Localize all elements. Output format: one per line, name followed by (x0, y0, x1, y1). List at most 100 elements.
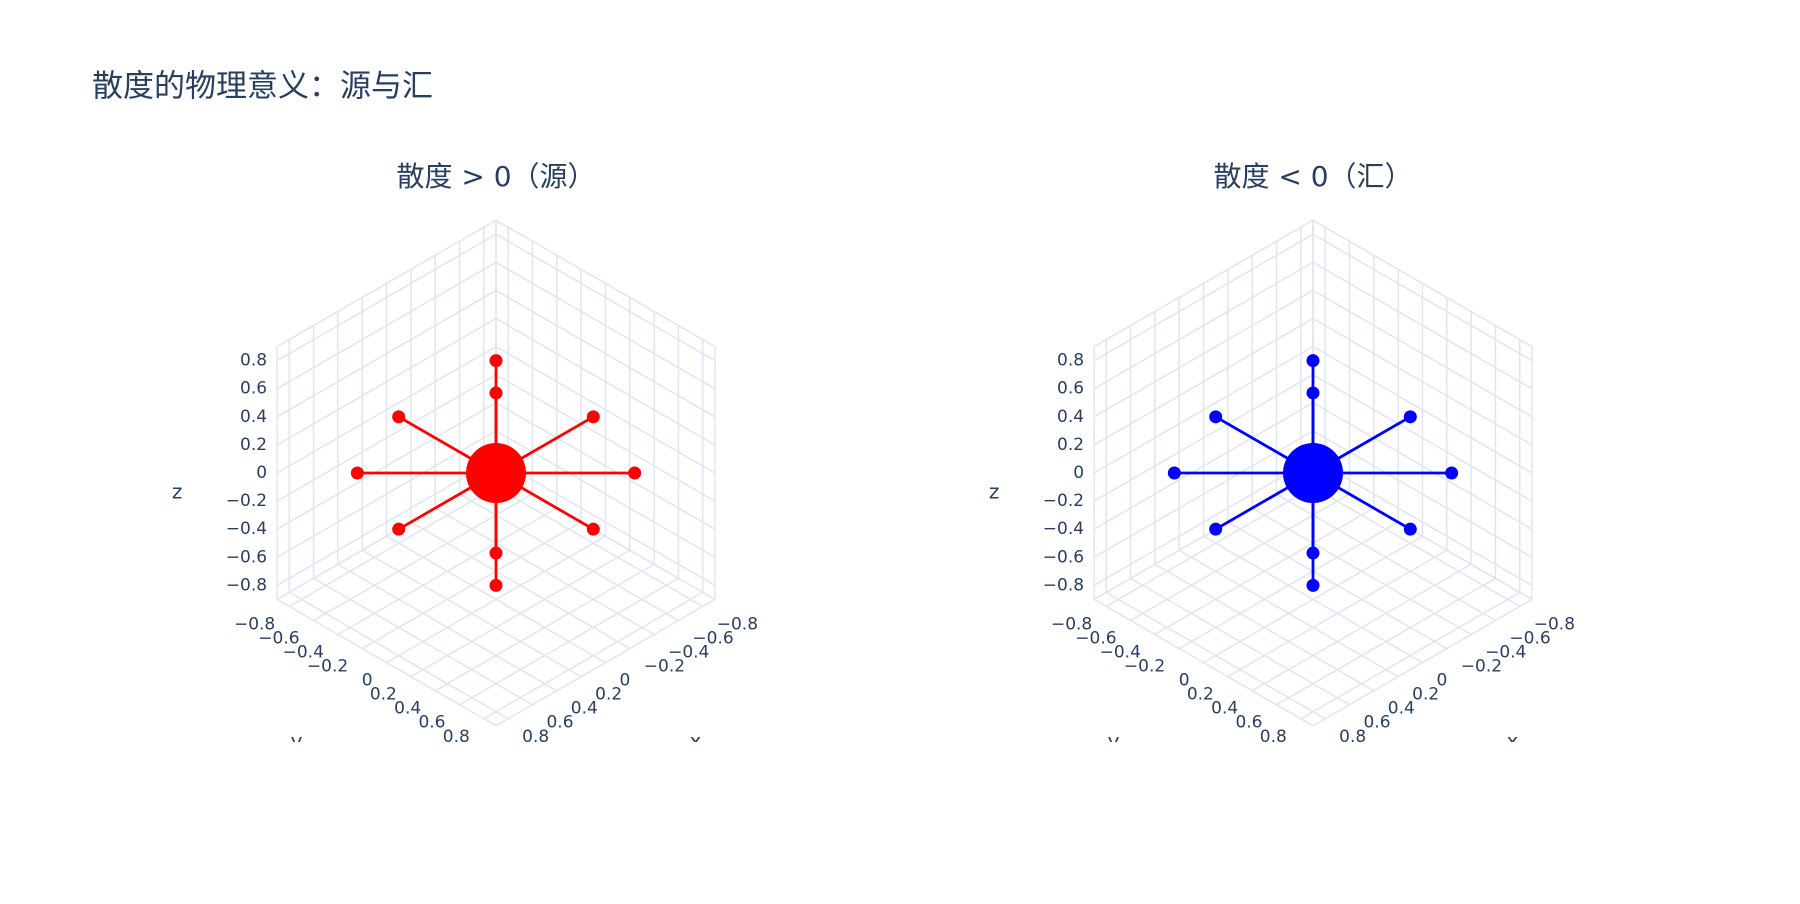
x-tick-label: −0.8 (1534, 614, 1575, 634)
grid-line (337, 507, 558, 636)
vector-end (1209, 410, 1223, 424)
z-tick-label: −0.6 (226, 547, 267, 567)
grid-line (1312, 317, 1533, 446)
x-tick-label: 0.8 (1339, 727, 1366, 747)
scene: −0.8−0.6−0.4−0.200.20.40.60.8−0.8−0.6−0.… (172, 219, 758, 753)
z-tick-label: 0.6 (240, 379, 267, 399)
grid-line (1312, 219, 1533, 348)
x-tick-label: 0.6 (1363, 713, 1390, 733)
z-tick-label: 0.8 (1057, 351, 1084, 371)
grid-line (1093, 261, 1314, 390)
grid-line (1312, 345, 1533, 474)
vector-end (392, 522, 406, 536)
vector-end (489, 578, 503, 592)
y-tick-label: 0 (362, 671, 373, 691)
x-tick-label: 0 (1436, 671, 1447, 691)
grid-line (276, 233, 497, 362)
x-tick-label: 0 (619, 671, 630, 691)
grid-line (1312, 402, 1533, 530)
page-title: 散度的物理意义：源与汇 (92, 69, 433, 105)
x-tick-label: −0.8 (717, 614, 758, 634)
z-tick-label: 0.8 (240, 351, 267, 371)
grid-line (495, 261, 716, 390)
vector-end (1209, 522, 1223, 536)
x-tick-label: 0.2 (595, 685, 622, 705)
vector-end (1403, 522, 1417, 536)
grid-line (276, 345, 497, 474)
grid-line (1093, 345, 1314, 474)
y-tick-label: 0.2 (370, 685, 397, 705)
y-tick-label: −0.2 (307, 657, 348, 677)
grid-line (1093, 598, 1314, 727)
z-axis-title: z (172, 480, 183, 504)
grid-line (495, 289, 716, 418)
y-tick-label: −0.8 (234, 614, 275, 634)
vector-end (489, 546, 503, 560)
vector-end (1403, 410, 1417, 424)
grid-line (495, 598, 716, 727)
grid-line (276, 219, 497, 348)
subplot-title: 散度 > 0（源） (396, 160, 595, 193)
grid-line (1312, 289, 1533, 418)
grid-line (1251, 563, 1472, 692)
subplot-title: 散度 < 0（汇） (1213, 160, 1412, 193)
grid-line (1105, 479, 1326, 608)
y-tick-label: −0.2 (1124, 657, 1165, 677)
scene: −0.8−0.6−0.4−0.200.20.40.60.8−0.8−0.6−0.… (989, 219, 1575, 747)
z-tick-label: −0.2 (1043, 491, 1084, 511)
grid-line (1093, 233, 1314, 362)
vector-end (489, 386, 503, 400)
vector-end (1306, 546, 1320, 560)
origin-point (1283, 443, 1343, 503)
grid-line (495, 458, 716, 586)
grid-line (276, 402, 497, 530)
z-tick-label: 0.2 (240, 435, 267, 455)
y-tick-label: 0.8 (1260, 727, 1287, 747)
x-tick-label: −0.4 (1485, 643, 1526, 663)
z-tick-label: 0 (256, 463, 267, 483)
grid-line (1227, 549, 1448, 678)
grid-line (1312, 458, 1533, 586)
grid-line (1312, 233, 1533, 362)
grid-line (276, 289, 497, 418)
grid-line (495, 219, 716, 348)
grid-line (495, 402, 716, 530)
grid-line (1093, 289, 1314, 418)
grid-line (1154, 507, 1375, 636)
z-tick-label: 0.4 (240, 407, 267, 427)
grid-line (1093, 219, 1314, 348)
grid-line (410, 549, 631, 678)
vector-end (350, 466, 364, 480)
vector-end (586, 522, 600, 536)
grid-line (1276, 577, 1496, 706)
grid-line (495, 317, 716, 446)
x-tick-label: 0.4 (1388, 699, 1415, 719)
z-axis-title: z (989, 480, 1000, 504)
x-tick-label: 0.2 (1412, 685, 1439, 705)
grid-line (1312, 374, 1533, 502)
grid-line (361, 521, 582, 650)
x-tick-label: −0.4 (668, 643, 709, 663)
vector-end (489, 354, 503, 368)
vector-end (1306, 354, 1320, 368)
grid-line (386, 535, 606, 664)
x-axis-title: x (690, 729, 702, 753)
x-tick-label: 0.4 (571, 699, 598, 719)
grid-line (1093, 402, 1314, 530)
grid-line (288, 479, 509, 608)
y-tick-label: 0 (1179, 671, 1190, 691)
grid-line (276, 374, 497, 502)
z-tick-label: −0.8 (226, 575, 267, 595)
x-tick-label: −0.2 (644, 657, 685, 677)
grid-line (276, 458, 497, 586)
grid-line (1093, 317, 1314, 446)
z-tick-label: 0.2 (1057, 435, 1084, 455)
grid-line (1203, 535, 1423, 664)
vector-end (1306, 578, 1320, 592)
z-tick-label: −0.2 (226, 491, 267, 511)
vector-end (1445, 466, 1459, 480)
grid-line (483, 591, 704, 720)
z-tick-label: 0.6 (1057, 379, 1084, 399)
